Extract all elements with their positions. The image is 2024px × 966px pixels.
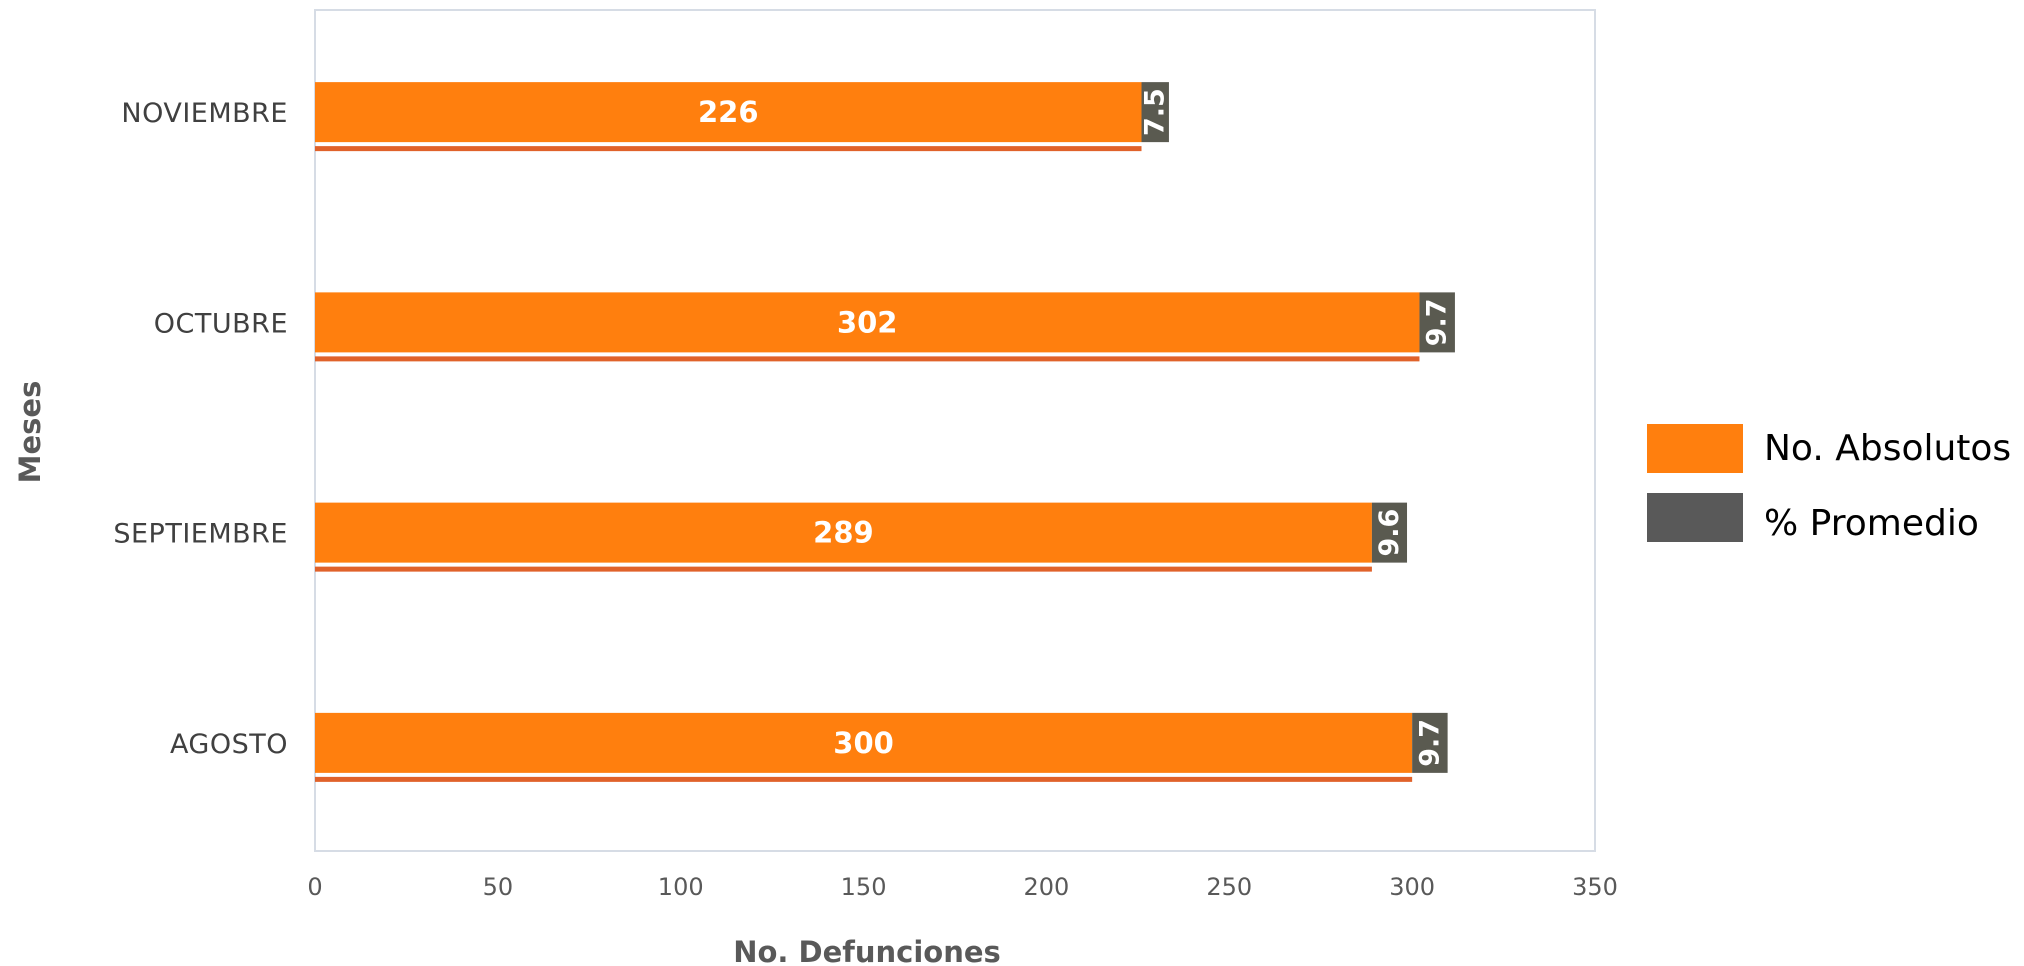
bar-underline-agosto	[315, 776, 1413, 782]
data-label-promedio-noviembre: 7.5	[1140, 88, 1171, 136]
category-label-octubre: OCTUBRE	[154, 308, 288, 339]
x-tick-label-250: 250	[1206, 873, 1252, 901]
x-tick-labels: 0 50 100 150 200 250 300 350	[307, 873, 1618, 901]
data-label-absolutos-agosto: 300	[833, 726, 894, 760]
x-tick-label-100: 100	[658, 873, 704, 901]
bar-promedio-agosto	[1412, 712, 1448, 773]
bar-underline-septiembre	[315, 566, 1372, 572]
data-label-absolutos-septiembre: 289	[813, 516, 874, 550]
data-label-absolutos-octubre: 302	[837, 305, 898, 339]
x-tick-label-350: 350	[1572, 873, 1618, 901]
bar-underline-octubre	[315, 356, 1420, 362]
data-label-absolutos-noviembre: 226	[698, 95, 759, 129]
bar-absolutos-septiembre	[315, 502, 1372, 563]
x-tick-label-150: 150	[841, 873, 887, 901]
bars-layer: 226 7.5 302 9.7 289 9.6 300 9.7	[315, 82, 1455, 782]
data-label-promedio-octubre: 9.7	[1422, 298, 1453, 346]
bar-absolutos-agosto	[315, 712, 1413, 773]
category-label-septiembre: SEPTIEMBRE	[113, 519, 288, 550]
plot-area-border	[314, 9, 1596, 852]
legend-swatch-absolutos	[1647, 424, 1743, 473]
x-tick-label-300: 300	[1389, 873, 1435, 901]
legend-swatch-promedio	[1647, 493, 1743, 542]
bar-absolutos-noviembre	[315, 82, 1142, 143]
legend-label-absolutos: No. Absolutos	[1764, 428, 2011, 469]
data-label-promedio-septiembre: 9.6	[1374, 509, 1405, 557]
legend: No. Absolutos % Promedio	[1647, 424, 2011, 544]
x-tick-label-0: 0	[307, 873, 322, 901]
data-label-promedio-agosto: 9.7	[1414, 719, 1445, 767]
category-label-noviembre: NOVIEMBRE	[121, 98, 288, 129]
x-tick-label-200: 200	[1024, 873, 1070, 901]
category-label-agosto: AGOSTO	[170, 729, 288, 760]
bar-promedio-octubre	[1419, 292, 1455, 353]
bar-underline-noviembre	[315, 146, 1142, 152]
legend-label-promedio: % Promedio	[1764, 503, 1979, 544]
y-axis-title: Meses	[13, 381, 47, 484]
x-axis-title: No. Defunciones	[733, 935, 1001, 966]
bar-promedio-noviembre	[1141, 82, 1169, 143]
category-labels: NOVIEMBRE OCTUBRE SEPTIEMBRE AGOSTO	[113, 98, 288, 760]
x-tick-label-50: 50	[483, 873, 514, 901]
bar-absolutos-octubre	[315, 292, 1420, 353]
bar-promedio-septiembre	[1371, 502, 1408, 563]
